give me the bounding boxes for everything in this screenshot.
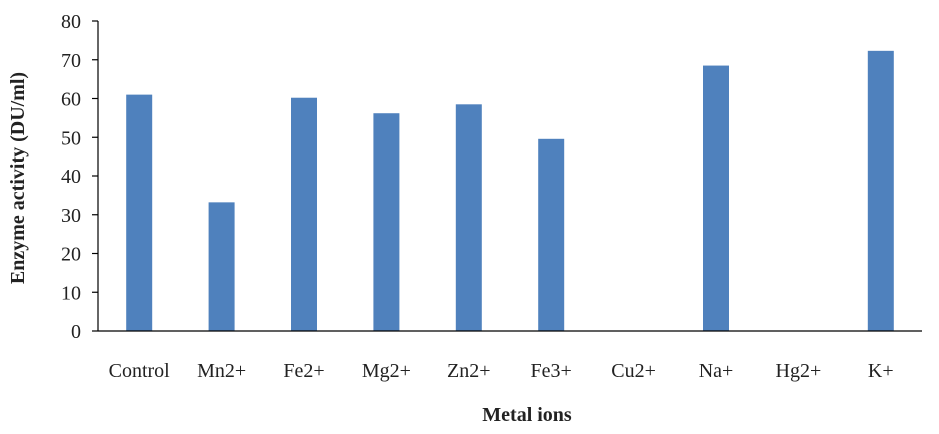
x-category-label-mg2: Mg2+ — [362, 360, 411, 382]
y-tick-label-0: 0 — [71, 321, 81, 343]
x-category-label-fe3: Fe3+ — [531, 360, 572, 382]
y-tick-label-10: 10 — [61, 282, 81, 304]
y-tick-label-70: 70 — [61, 50, 81, 72]
x-axis-title: Metal ions — [482, 404, 572, 426]
bar-control — [126, 94, 153, 331]
y-axis-title: Enzyme activity (DU/ml) — [7, 72, 29, 284]
y-tick-label-30: 30 — [61, 205, 81, 227]
x-category-label-zn2: Zn2+ — [447, 360, 491, 382]
axes-group — [92, 20, 922, 332]
bar-na — [703, 65, 729, 331]
bar-mn2 — [208, 202, 235, 331]
bar-zn2 — [455, 104, 482, 331]
x-category-label-fe2: Fe2+ — [283, 360, 324, 382]
y-tick-label-40: 40 — [61, 166, 81, 188]
x-category-label-na: Na+ — [699, 360, 734, 382]
x-category-labels: Control Mn2+ Fe2+ Mg2+ Zn2+ Fe3+ Cu2+ Na+ Hg2+ K+ — [109, 360, 894, 382]
bar-k — [867, 50, 894, 332]
x-category-label-hg2: Hg2+ — [776, 360, 822, 382]
y-tick-label-60: 60 — [61, 89, 81, 111]
x-category-label-cu2: Cu2+ — [611, 360, 656, 382]
y-tick-labels: 0 10 20 30 40 50 60 70 80 — [61, 11, 81, 343]
bar-mg2 — [373, 113, 400, 331]
x-category-label-control: Control — [109, 360, 171, 382]
bars-group — [126, 50, 894, 332]
x-category-label-k: K+ — [868, 360, 894, 382]
bar-fe3 — [538, 138, 565, 331]
y-tick-label-50: 50 — [61, 127, 81, 149]
x-category-label-mn2: Mn2+ — [197, 360, 246, 382]
y-tick-label-80: 80 — [61, 11, 81, 33]
y-tick-label-20: 20 — [61, 244, 81, 266]
bar-fe2 — [291, 97, 317, 331]
